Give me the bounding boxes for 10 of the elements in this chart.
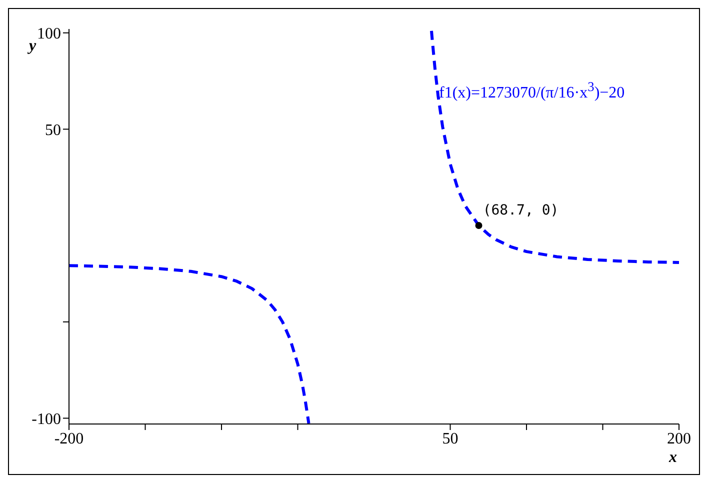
y-tick-label: 50 xyxy=(45,122,61,139)
annotation: f1(x)=1273070/(π/16·x$^{3}$)−20 xyxy=(439,79,625,102)
y-axis-title: y xyxy=(27,37,37,54)
y-tick-label: 100 xyxy=(37,26,61,43)
x-tick-label: -200 xyxy=(54,430,84,448)
x-tick-label: 50 xyxy=(442,430,458,448)
y-tick-label: -100 xyxy=(32,410,61,428)
x-axis-title: x xyxy=(668,449,677,466)
x-tick-label: 200 xyxy=(667,430,691,448)
annotation: (68.7, 0) xyxy=(482,202,559,219)
